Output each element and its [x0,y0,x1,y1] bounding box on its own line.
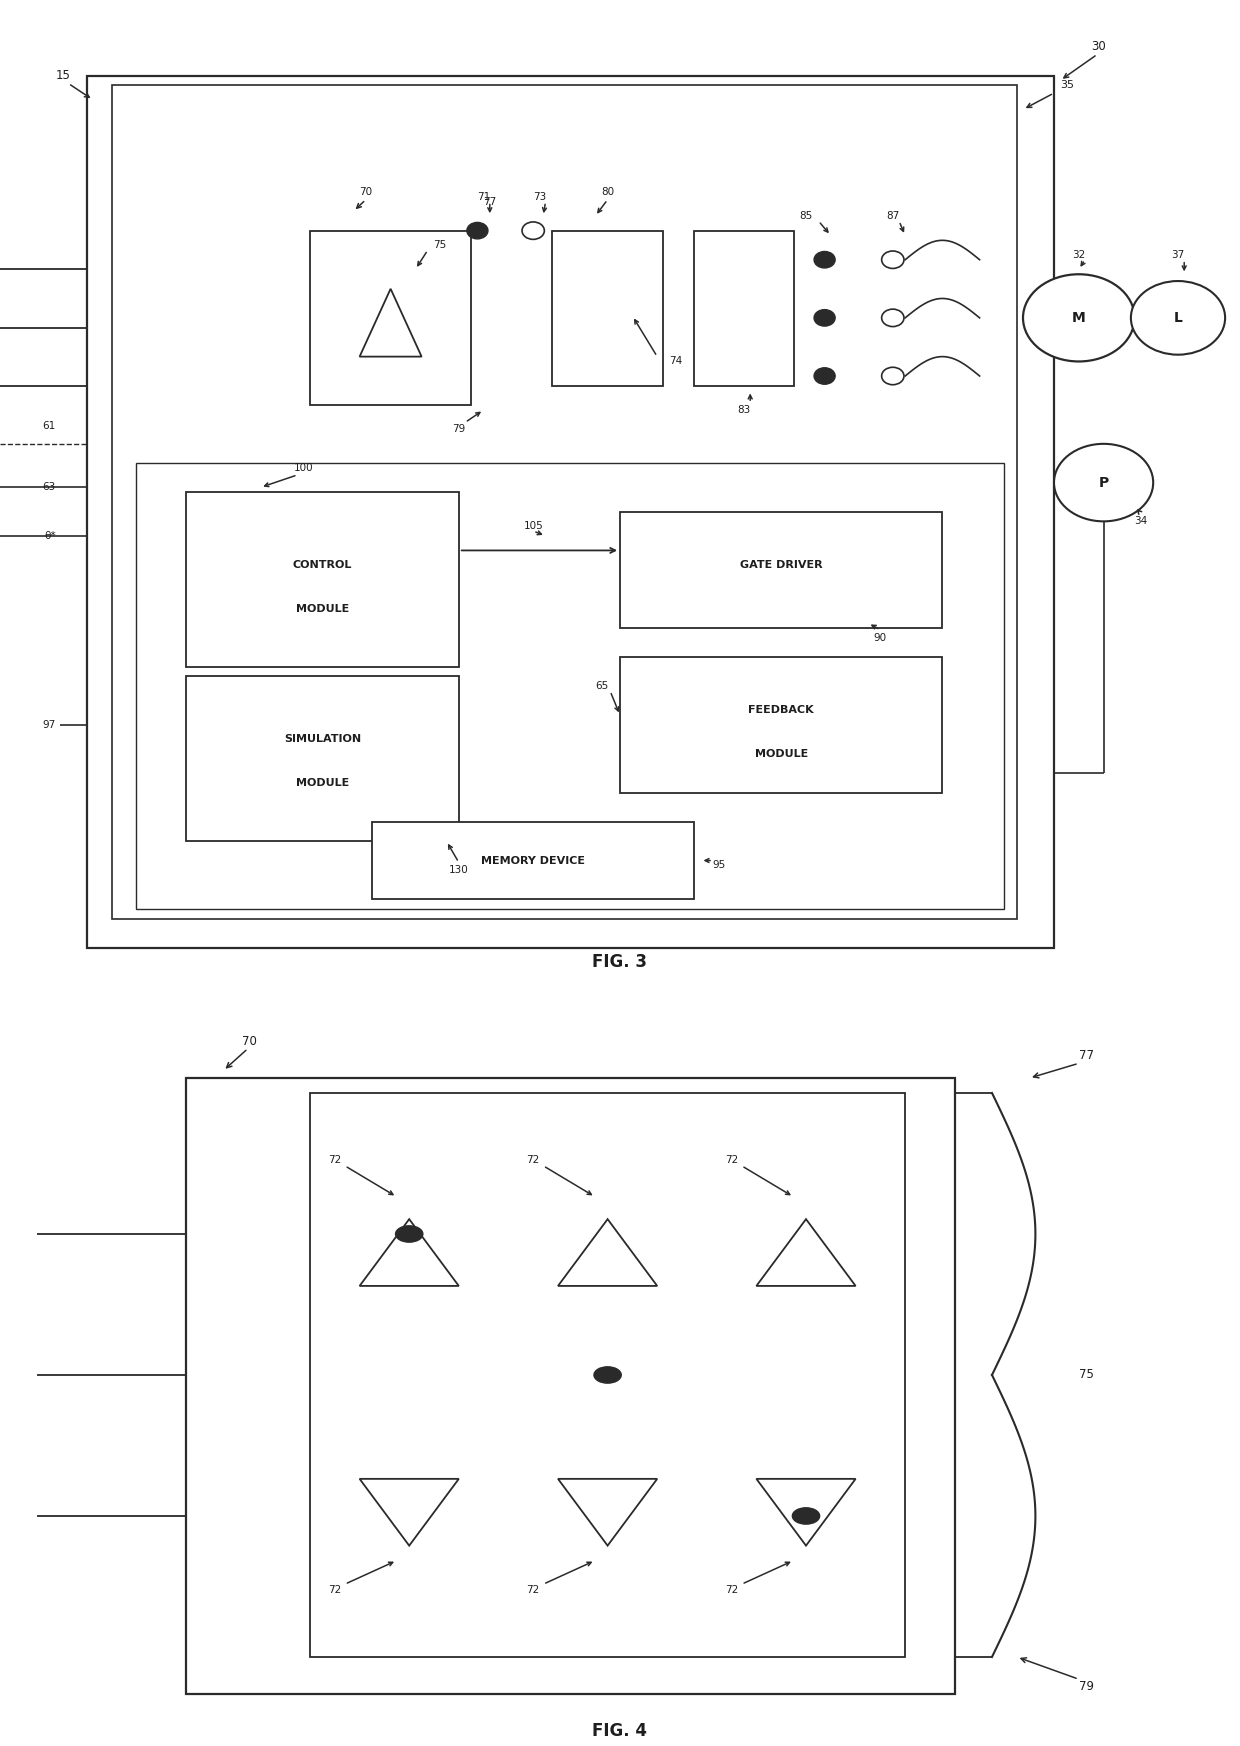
Text: P: P [1099,475,1109,489]
Bar [620,512,942,629]
Text: 70: 70 [360,187,373,197]
Text: 72: 72 [527,1154,539,1165]
Text: 74: 74 [670,356,682,367]
Text: 80: 80 [601,187,614,197]
Text: 97: 97 [42,719,56,730]
Text: 130: 130 [449,866,469,875]
Text: 77: 77 [1079,1049,1094,1062]
Text: 35: 35 [1060,80,1074,91]
Text: 87: 87 [887,211,899,222]
Text: FIG. 4: FIG. 4 [593,1722,647,1741]
Text: 90: 90 [874,632,887,643]
Text: 105: 105 [523,522,543,531]
Text: 71: 71 [477,192,490,203]
Text: 70: 70 [242,1035,257,1048]
Text: FIG. 3: FIG. 3 [593,953,647,971]
Text: 72: 72 [527,1585,539,1596]
Text: MODULE: MODULE [296,779,348,787]
Text: GATE DRIVER: GATE DRIVER [740,560,822,569]
Text: FEEDBACK: FEEDBACK [749,705,813,716]
Text: SIMULATION: SIMULATION [284,735,361,744]
Text: 73: 73 [533,192,546,203]
Text: 75: 75 [434,241,446,250]
Text: M: M [1071,311,1086,325]
Text: 34: 34 [1135,517,1147,526]
Bar [186,1079,955,1694]
Bar [310,230,471,405]
Circle shape [815,309,836,327]
Text: 32: 32 [1073,250,1085,260]
Text: 72: 72 [329,1154,341,1165]
Bar [87,75,1054,948]
Bar [620,656,942,793]
Polygon shape [360,1219,459,1285]
Text: 95: 95 [713,861,725,870]
Text: 77: 77 [484,197,496,206]
Text: 85: 85 [800,211,812,222]
Text: θ*: θ* [45,531,56,541]
Circle shape [1131,281,1225,354]
Text: MODULE: MODULE [755,749,807,760]
Polygon shape [360,1479,459,1545]
Bar [372,822,694,899]
Circle shape [1023,274,1135,361]
Text: 79: 79 [453,424,465,435]
Text: 75: 75 [1079,1369,1094,1381]
Circle shape [792,1509,820,1524]
Text: 15: 15 [56,70,71,82]
Polygon shape [756,1219,856,1285]
Text: 72: 72 [329,1585,341,1596]
Text: 72: 72 [725,1154,738,1165]
Bar [112,86,1017,918]
Circle shape [396,1226,423,1241]
Text: 79: 79 [1079,1680,1094,1694]
Text: CONTROL: CONTROL [293,560,352,569]
Circle shape [1054,443,1153,522]
Polygon shape [558,1479,657,1545]
Bar [186,676,459,842]
Text: 30: 30 [1091,40,1106,52]
Text: MODULE: MODULE [296,604,348,613]
Bar [552,230,663,386]
Circle shape [466,222,489,239]
Text: 72: 72 [725,1585,738,1596]
Text: 61: 61 [42,421,56,431]
Circle shape [815,251,836,267]
Circle shape [522,222,544,239]
Circle shape [882,251,904,269]
Circle shape [815,368,836,384]
Text: L: L [1173,311,1183,325]
Polygon shape [558,1219,657,1285]
Bar [136,463,1004,910]
Bar [310,1093,905,1657]
Text: 65: 65 [595,681,608,691]
Text: 100: 100 [294,463,314,473]
Circle shape [882,309,904,327]
Polygon shape [756,1479,856,1545]
Text: 63: 63 [42,482,56,492]
Text: MEMORY DEVICE: MEMORY DEVICE [481,856,585,866]
Circle shape [882,367,904,384]
Text: 83: 83 [738,405,750,416]
Bar [694,230,794,386]
Polygon shape [360,288,422,356]
Bar [186,492,459,667]
Text: 37: 37 [1172,250,1184,260]
Circle shape [594,1367,621,1383]
